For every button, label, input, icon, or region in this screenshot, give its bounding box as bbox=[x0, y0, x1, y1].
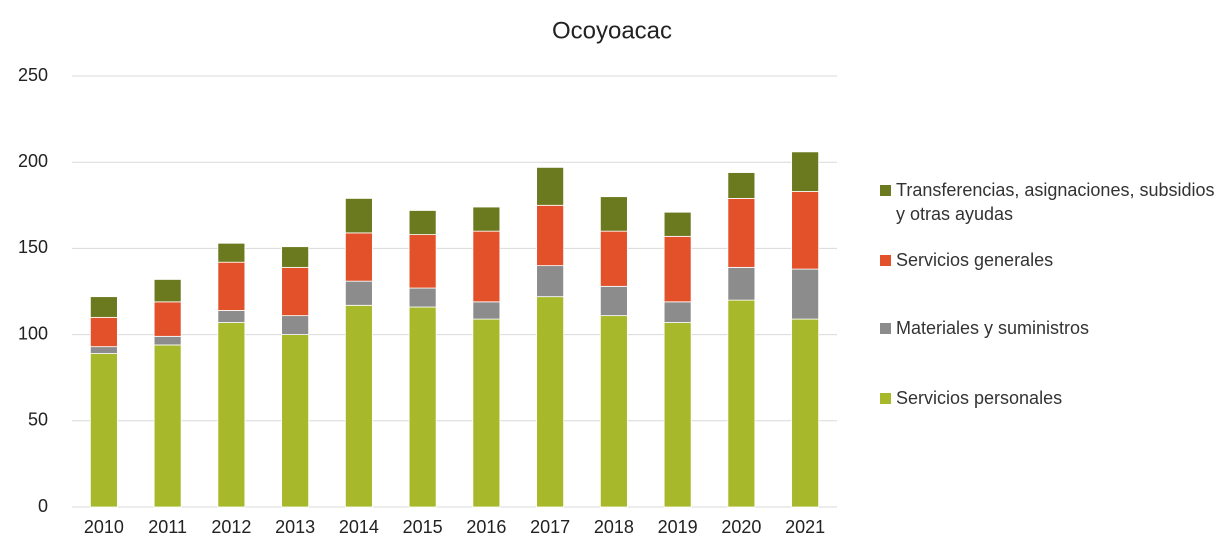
y-tick-label: 250 bbox=[18, 65, 48, 85]
bar-segment bbox=[663, 322, 692, 508]
bar-segment bbox=[472, 318, 501, 508]
legend-swatch bbox=[880, 185, 891, 196]
bar-segment bbox=[791, 191, 820, 270]
bar-segment bbox=[663, 211, 692, 237]
x-tick-label: 2016 bbox=[466, 517, 506, 537]
bar-segment bbox=[344, 232, 373, 282]
bar-segment bbox=[89, 316, 118, 348]
x-tick-label: 2019 bbox=[658, 517, 698, 537]
y-tick-label: 100 bbox=[18, 323, 48, 343]
x-tick-label: 2018 bbox=[594, 517, 634, 537]
bar-segment bbox=[663, 301, 692, 323]
x-tick-label: 2011 bbox=[148, 517, 187, 537]
bar-segment bbox=[791, 318, 820, 508]
bar-segment bbox=[408, 306, 437, 508]
legend-swatch bbox=[880, 393, 891, 404]
bar-segment bbox=[472, 301, 501, 320]
bar-segment bbox=[153, 344, 182, 508]
x-tick-label: 2017 bbox=[530, 517, 570, 537]
x-tick-label: 2012 bbox=[211, 517, 251, 537]
chart-title: Ocoyoacac bbox=[552, 17, 672, 44]
bar-segment bbox=[408, 287, 437, 308]
bar-segment bbox=[727, 299, 756, 508]
bar-segment bbox=[217, 242, 246, 263]
bar-segment bbox=[536, 296, 565, 508]
bar-segment bbox=[536, 166, 565, 206]
legend-label: Transferencias, asignaciones, subsidios … bbox=[896, 180, 1215, 224]
bar-segment bbox=[599, 230, 628, 287]
x-tick-label: 2020 bbox=[721, 517, 761, 537]
bar-segment bbox=[89, 353, 118, 508]
bar-segment bbox=[472, 206, 501, 232]
bar-segment bbox=[153, 279, 182, 303]
bar-segment bbox=[153, 335, 182, 346]
legend-label: Servicios generales bbox=[896, 250, 1054, 270]
legend-label: Materiales y suministros bbox=[896, 318, 1090, 338]
x-tick-label: 2015 bbox=[403, 517, 443, 537]
bar-segment bbox=[281, 334, 310, 508]
y-tick-label: 50 bbox=[28, 410, 48, 430]
bar-segment bbox=[217, 322, 246, 508]
bar-segment bbox=[791, 151, 820, 192]
bar-segment bbox=[281, 266, 310, 317]
bar-segment bbox=[281, 315, 310, 335]
bar-segment bbox=[217, 310, 246, 323]
legend-item: Servicios personales bbox=[880, 386, 1220, 410]
bar-segment bbox=[89, 296, 118, 318]
bar-segment bbox=[599, 315, 628, 508]
bar-segment bbox=[408, 234, 437, 289]
bar-segment bbox=[153, 301, 182, 337]
bar-segment bbox=[281, 246, 310, 268]
bar-segment bbox=[536, 204, 565, 267]
bar-segment bbox=[344, 280, 373, 306]
x-tick-label: 2014 bbox=[339, 517, 379, 537]
x-tick-label: 2021 bbox=[785, 517, 825, 537]
legend-item: Materiales y suministros bbox=[880, 316, 1220, 340]
x-tick-label: 2010 bbox=[84, 517, 124, 537]
bar-segment bbox=[217, 261, 246, 311]
legend-item: Servicios generales bbox=[880, 248, 1220, 272]
bar-segment bbox=[344, 198, 373, 234]
bar-segment bbox=[663, 235, 692, 303]
bar-segment bbox=[791, 268, 820, 320]
legend-label: Servicios personales bbox=[896, 388, 1063, 408]
bar-segment bbox=[536, 265, 565, 298]
bar-segment bbox=[727, 198, 756, 268]
bar-segment bbox=[599, 196, 628, 232]
bar-segment bbox=[472, 230, 501, 303]
legend-swatch bbox=[880, 255, 891, 266]
legend-item: Transferencias, asignaciones, subsidios … bbox=[880, 178, 1220, 226]
bar-segment bbox=[727, 266, 756, 301]
bar-segment bbox=[727, 172, 756, 199]
bar-segment bbox=[408, 210, 437, 236]
bar-segment bbox=[344, 304, 373, 508]
bar-segment bbox=[89, 346, 118, 354]
y-tick-label: 150 bbox=[18, 237, 48, 257]
x-tick-label: 2013 bbox=[275, 517, 315, 537]
bar-segment bbox=[599, 285, 628, 317]
legend-swatch bbox=[880, 323, 891, 334]
y-tick-label: 200 bbox=[18, 151, 48, 171]
y-tick-label: 0 bbox=[38, 496, 48, 516]
